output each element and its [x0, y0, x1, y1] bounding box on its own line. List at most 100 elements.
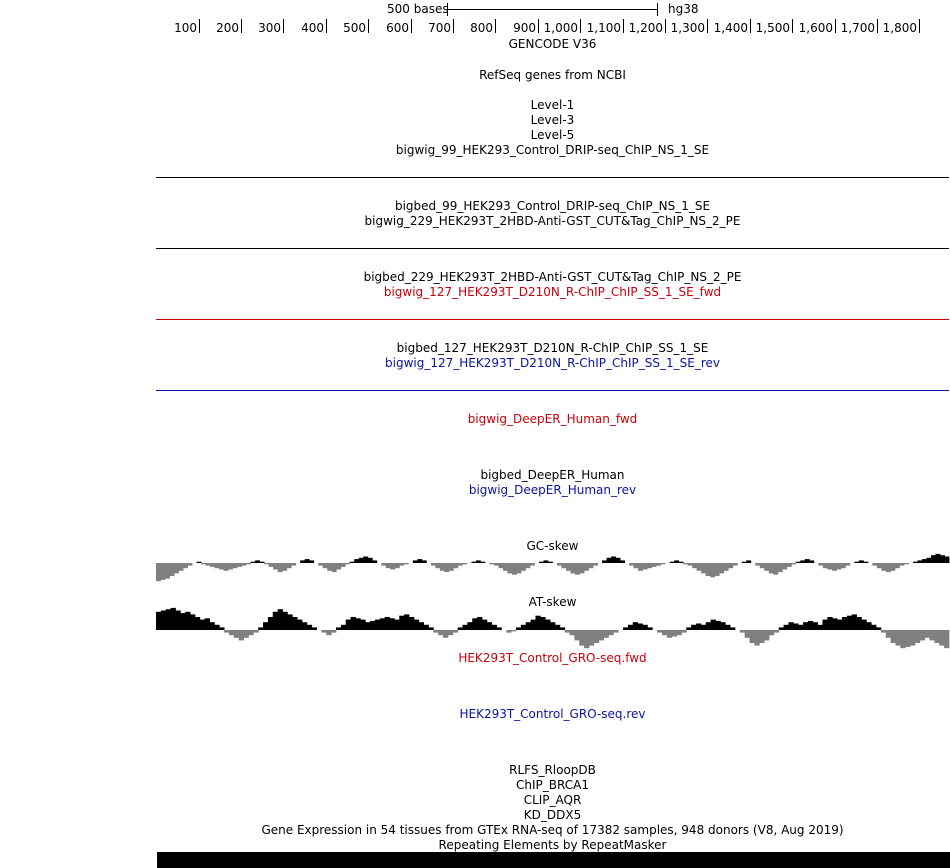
gc-skew-bar — [692, 563, 698, 569]
gc-skew-bar — [818, 563, 824, 566]
ruler-tick-mark — [199, 19, 200, 33]
at-skew-bar — [846, 615, 853, 630]
track-label-bigwig-127-rev[interactable]: bigwig_127_HEK293T_D210N_R-ChIP_ChIP_SS_… — [385, 356, 720, 370]
gc-skew-bar — [831, 563, 837, 571]
at-skew-bar — [798, 624, 804, 630]
gc-skew-bar — [863, 561, 869, 563]
gc-skew-bar — [930, 555, 936, 563]
ruler-tick-mark — [707, 19, 708, 33]
track-label-deeper-bed[interactable]: bigbed_DeepER_Human — [480, 468, 625, 482]
gc-skew-bar — [944, 556, 950, 563]
at-skew-bar — [520, 624, 527, 630]
gc-skew-bar — [264, 563, 270, 565]
at-skew-bar — [700, 624, 707, 630]
track-label-bigwig-127-fwd[interactable]: bigwig_127_HEK293T_D210N_R-ChIP_ChIP_SS_… — [383, 285, 722, 299]
track-label-rlfs-rloopdb[interactable]: RLFS_RloopDB — [509, 763, 596, 777]
gc-skew-bar — [723, 563, 729, 571]
ruler-tick-label: 1,600 — [798, 21, 833, 35]
at-skew-bar — [238, 630, 244, 641]
ruler-tick-label: 800 — [470, 21, 493, 35]
at-skew-bar — [657, 630, 663, 633]
ruler-tick-mark — [453, 19, 454, 33]
gc-skew-bar — [678, 561, 684, 563]
gc-skew-bar — [304, 559, 310, 563]
gc-skew-bar — [237, 563, 243, 567]
ruler-tick-mark — [835, 19, 836, 33]
gc-skew-bar — [732, 563, 738, 566]
at-skew-bar — [511, 630, 517, 632]
at-skew-bar — [282, 611, 288, 630]
repeatmasker-track-bar[interactable] — [157, 852, 950, 868]
gc-skew-bar — [394, 563, 400, 569]
ruler-tick-mark — [283, 19, 284, 33]
gc-skew-bar — [430, 563, 436, 566]
gc-skew-bar — [538, 561, 544, 563]
at-skew-bar — [272, 611, 279, 630]
gc-skew-bar — [363, 556, 369, 563]
gc-skew-bar — [557, 563, 562, 566]
track-label-gro-seq-fwd[interactable]: HEK293T_Control_GRO-seq.fwd — [458, 651, 647, 665]
at-skew-bar — [540, 617, 546, 630]
gc-skew-bar — [858, 560, 864, 563]
at-skew-bar — [759, 630, 765, 643]
at-skew-bar — [408, 617, 415, 630]
track-label-bigbed-229[interactable]: bigbed_229_HEK293T_2HBD-Anti-GST_CUT&Tag… — [363, 270, 742, 284]
at-skew-bar — [194, 617, 201, 630]
at-skew-bar — [481, 619, 488, 630]
ruler-tick-label: 100 — [174, 21, 197, 35]
track-label-clip-aqr[interactable]: CLIP_AQR — [523, 793, 582, 807]
at-skew-bar — [248, 630, 254, 636]
ruler-tick-mark — [919, 19, 920, 33]
ruler-tick-label: 300 — [258, 21, 281, 35]
track-label-at-skew[interactable]: AT-skew — [528, 595, 577, 609]
at-skew-bar — [564, 630, 570, 633]
ruler-tick-mark — [623, 19, 624, 33]
at-skew-bar — [321, 630, 327, 633]
at-skew-bar — [666, 630, 673, 638]
track-label-gro-seq-rev[interactable]: HEK293T_Control_GRO-seq.rev — [459, 707, 646, 721]
track-label-bigwig-99[interactable]: bigwig_99_HEK293_Control_DRIP-seq_ChIP_N… — [395, 143, 710, 157]
gc-skew-bar — [160, 563, 166, 580]
gc-skew-bar — [561, 563, 567, 569]
gc-skew-bar — [273, 563, 279, 570]
at-skew-bar — [384, 617, 390, 630]
gc-skew-bar — [174, 563, 179, 574]
track-label-gc-skew[interactable]: GC-skew — [526, 539, 579, 553]
track-label-level-1[interactable]: Level-1 — [530, 98, 575, 112]
ruler-tick-label: 1,100 — [586, 21, 621, 35]
track-signal-line-bigwig-127-rev — [156, 390, 949, 391]
track-label-bigwig-229[interactable]: bigwig_229_HEK293T_2HBD-Anti-GST_CUT&Tag… — [364, 214, 741, 228]
gc-skew-bar — [800, 560, 806, 563]
at-skew-bar — [506, 630, 512, 633]
at-skew-bar — [326, 630, 332, 636]
track-signal-line-bigwig-127-fwd — [156, 319, 949, 320]
track-label-gtex[interactable]: Gene Expression in 54 tissues from GTEx … — [261, 823, 844, 837]
track-label-chip-brca1[interactable]: ChIP_BRCA1 — [516, 778, 589, 792]
track-label-deeper-fwd[interactable]: bigwig_DeepER_Human_fwd — [467, 412, 638, 426]
gc-skew-bar — [417, 559, 423, 563]
track-label-level-3[interactable]: Level-3 — [530, 113, 575, 127]
gc-skew-bar — [228, 563, 233, 570]
track-label-level-5[interactable]: Level-5 — [530, 128, 575, 142]
track-label-refseq[interactable]: RefSeq genes from NCBI — [479, 68, 626, 82]
gc-skew-bar — [345, 563, 351, 565]
track-label-bigbed-99[interactable]: bigbed_99_HEK293_Control_DRIP-seq_ChIP_N… — [394, 199, 711, 213]
track-label-kd-ddx5[interactable]: KD_DDX5 — [523, 808, 582, 822]
track-label-repeatmasker[interactable]: Repeating Elements by RepeatMasker — [438, 838, 667, 852]
gc-skew-bar — [219, 563, 224, 570]
at-skew-bar — [365, 622, 371, 630]
track-label-gencode[interactable]: GENCODE V36 — [508, 37, 597, 51]
at-skew-bar — [593, 630, 600, 643]
track-label-deeper-rev[interactable]: bigwig_DeepER_Human_rev — [468, 483, 637, 497]
at-skew-bar — [900, 630, 906, 649]
at-skew-bar — [156, 611, 162, 630]
track-label-bigbed-127[interactable]: bigbed_127_HEK293T_D210N_R-ChIP_ChIP_SS_… — [396, 341, 709, 355]
at-skew-bar — [340, 624, 347, 630]
at-skew-bar — [545, 619, 551, 630]
gc-skew-bar — [169, 563, 175, 576]
at-skew-bar — [530, 619, 536, 630]
gc-skew-bar — [768, 563, 774, 574]
gc-skew-bar — [606, 557, 612, 563]
at-skew-bar — [209, 622, 215, 630]
gc-skew-bar — [804, 559, 810, 563]
